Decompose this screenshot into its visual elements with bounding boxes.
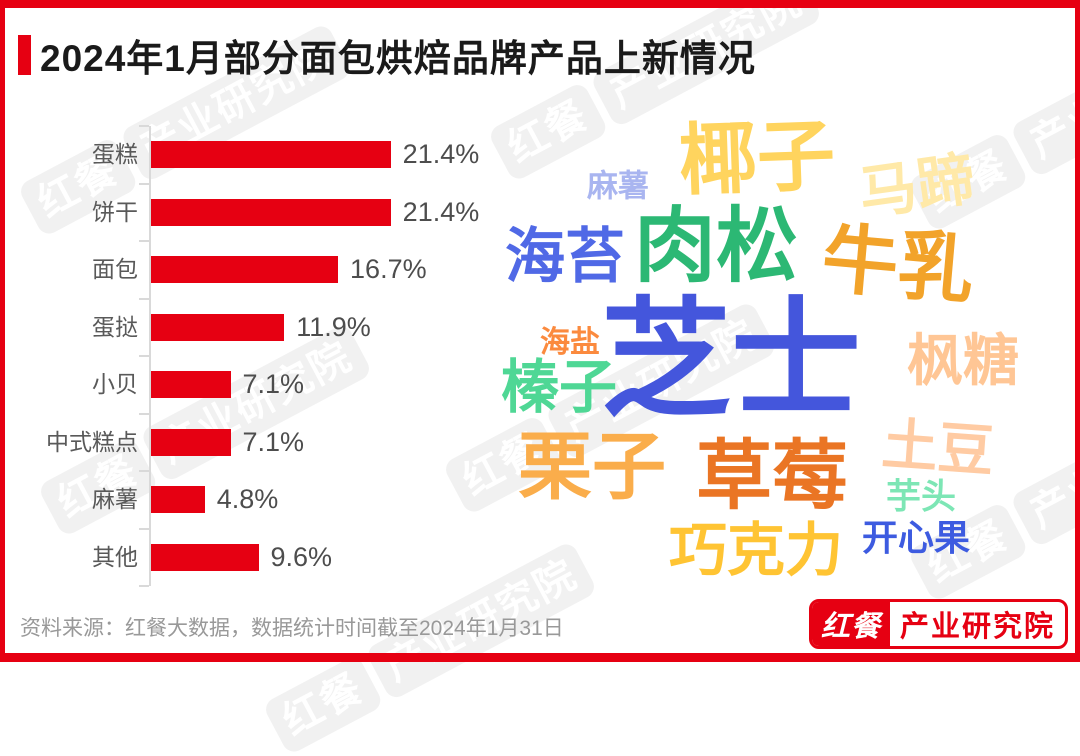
value-label: 21.4% xyxy=(402,139,480,169)
y-axis-line xyxy=(149,126,151,586)
bar-rect xyxy=(151,486,205,513)
category-label: 饼干 xyxy=(92,198,138,225)
cloud-word-土豆: 土豆 xyxy=(879,412,997,483)
watermark-5: 红餐 产业研究院 xyxy=(906,387,1080,603)
brand-logo-text: 产业研究院 xyxy=(899,611,1055,643)
axis-tick xyxy=(139,240,149,242)
title-bullet-bar xyxy=(18,35,31,75)
cloud-word-海盐: 海盐 xyxy=(540,326,600,359)
value-label: 16.7% xyxy=(350,254,427,284)
value-label: 11.9% xyxy=(296,311,371,342)
axis-tick xyxy=(139,470,149,472)
bar-row-麻薯: 麻薯 4.8% xyxy=(10,471,530,529)
category-label: 其他 xyxy=(92,543,138,570)
bar-row-其他: 其他 9.6% xyxy=(10,529,530,587)
category-label: 麻薯 xyxy=(92,486,138,512)
axis-tick xyxy=(139,412,149,415)
category-label: 中式糕点 xyxy=(46,428,138,455)
category-label: 小贝 xyxy=(92,371,138,397)
axis-tick xyxy=(139,125,149,127)
cloud-word-椰子: 椰子 xyxy=(677,111,837,205)
bar-rect xyxy=(151,256,339,283)
cloud-word-巧克力: 巧克力 xyxy=(668,518,844,583)
cloud-word-芋头: 芋头 xyxy=(885,477,957,517)
bar-rect xyxy=(151,198,391,226)
bar-rect xyxy=(151,313,285,341)
bar-row-小贝: 小贝 7.1% xyxy=(10,356,530,414)
bar-row-中式糕点: 中式糕点 7.1% xyxy=(10,414,530,472)
page-title: 2024年1月部分面包烘焙品牌产品上新情况 xyxy=(40,38,756,79)
watermark-text-box: 产业研究院 xyxy=(1009,17,1080,179)
bar-row-面包: 面包 16.7% xyxy=(10,241,530,299)
brand-logo-mark: 红餐 xyxy=(811,602,890,646)
watermark-logo-box: 红餐 xyxy=(906,500,1030,603)
cloud-word-麻薯: 麻薯 xyxy=(587,168,649,204)
cloud-word-草莓: 草莓 xyxy=(696,434,848,519)
axis-tick xyxy=(139,355,149,357)
value-label: 7.1% xyxy=(242,426,305,457)
bar-rect xyxy=(151,428,231,456)
category-label: 蛋糕 xyxy=(92,141,138,167)
cloud-word-肉松: 肉松 xyxy=(633,201,799,292)
watermark-2: 红餐 产业研究院 xyxy=(906,17,1080,233)
bar-rect xyxy=(151,141,391,168)
value-label: 4.8% xyxy=(216,484,279,514)
data-source-note: 资料来源：红餐大数据，数据统计时间截至2024年1月31日 xyxy=(20,617,564,640)
bar-rect xyxy=(151,543,259,571)
axis-tick xyxy=(139,527,149,530)
axis-tick xyxy=(139,297,149,300)
bar-row-蛋挞: 蛋挞 11.9% xyxy=(10,299,530,357)
value-label: 9.6% xyxy=(270,541,333,572)
axis-tick xyxy=(139,182,149,185)
brand-logo: 红餐 产业研究院 xyxy=(808,599,1068,649)
bar-row-蛋糕: 蛋糕 21.4% xyxy=(10,126,530,184)
bar-chart: 蛋糕 21.4% 饼干 21.4% 面包 16.7% 蛋挞 11.9% 小贝 7.1% 中式糕点 7.… xyxy=(10,125,530,587)
chart-header: 2024年1月部分面包烘焙品牌产品上新情况 xyxy=(18,28,756,82)
watermark-logo-box: 红餐 xyxy=(906,130,1030,233)
value-label: 7.1% xyxy=(242,369,305,399)
watermark-text-box: 产业研究院 xyxy=(544,300,779,462)
bar-row-饼干: 饼干 21.4% xyxy=(10,184,530,242)
value-label: 21.4% xyxy=(402,196,480,227)
category-label: 蛋挞 xyxy=(92,313,138,340)
cloud-word-枫糖: 枫糖 xyxy=(907,329,1019,392)
bar-rect xyxy=(151,371,231,398)
watermark-text-box: 产业研究院 xyxy=(1009,387,1080,549)
cloud-word-牛乳: 牛乳 xyxy=(818,216,978,315)
category-label: 面包 xyxy=(92,256,138,282)
watermark-logo-box: 红餐 xyxy=(261,653,385,756)
axis-tick xyxy=(139,585,149,587)
